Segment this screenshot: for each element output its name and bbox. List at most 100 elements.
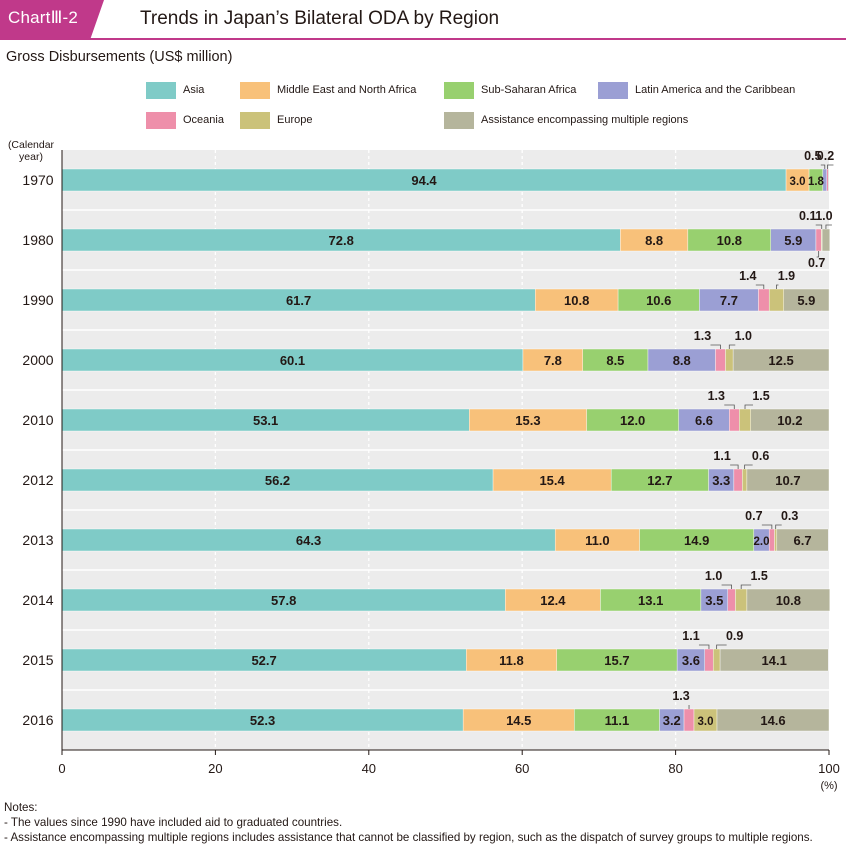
data-label: 3.5	[705, 593, 723, 608]
bar-segment	[746, 468, 830, 492]
data-label: 14.6	[760, 713, 785, 728]
legend-item: Sub-Saharan Africa	[444, 80, 576, 100]
y-tick-label: 1990	[22, 292, 53, 308]
data-label: 12.7	[647, 473, 672, 488]
data-label: 3.3	[712, 473, 730, 488]
leader-line	[816, 251, 820, 258]
data-label: 0.7	[808, 256, 825, 270]
data-label: 94.4	[411, 173, 437, 188]
leader-line	[728, 344, 736, 349]
data-label: 15.3	[515, 413, 540, 428]
data-label: 0.1	[799, 209, 816, 223]
data-label: 1.0	[735, 329, 752, 343]
data-label: 5.9	[784, 233, 802, 248]
data-label: 10.2	[777, 413, 802, 428]
leader-line	[761, 524, 773, 529]
data-label: 52.3	[250, 713, 275, 728]
legend-item: Middle East and North Africa	[240, 80, 416, 100]
data-label: 15.7	[604, 653, 629, 668]
leader-line	[710, 344, 721, 349]
data-label: 7.7	[720, 293, 738, 308]
data-label: 0.5	[804, 149, 821, 163]
data-label: 11.0	[585, 533, 610, 548]
legend-swatch	[444, 81, 474, 99]
legend-swatch	[146, 111, 176, 129]
data-label: 1.1	[713, 449, 730, 463]
data-label: 15.4	[539, 473, 565, 488]
leader-line	[776, 284, 779, 289]
data-label: 8.8	[673, 353, 691, 368]
bar-segment	[716, 708, 830, 732]
data-label: 1.3	[672, 689, 689, 703]
data-label: 12.5	[768, 353, 793, 368]
note-item-2: - Assistance encompassing multiple regio…	[4, 831, 813, 844]
data-label: 5.9	[797, 293, 815, 308]
legend-label: Europe	[277, 114, 313, 126]
data-label: 10.8	[717, 233, 742, 248]
x-tick-label: 20	[208, 761, 222, 776]
data-label: 1.1	[682, 629, 699, 643]
x-tick-label: 40	[362, 761, 376, 776]
leader-line	[721, 584, 732, 589]
legend-swatch	[146, 81, 176, 99]
bar-segment	[732, 348, 830, 372]
chart-number-tab: ChartⅢ-2	[0, 0, 118, 40]
data-label: 3.2	[663, 713, 681, 728]
x-tick-label: 100	[818, 761, 840, 776]
data-label: 10.6	[646, 293, 671, 308]
bar-segment	[729, 408, 740, 432]
legend-item: Assistance encompassing multiple regions	[444, 110, 688, 130]
data-label: 14.5	[506, 713, 531, 728]
chart-header: ChartⅢ-2 Trends in Japan’s Bilateral ODA…	[0, 0, 846, 40]
legend-swatch	[444, 111, 474, 129]
leader-line	[827, 164, 834, 169]
data-label: 3.0	[790, 176, 806, 188]
x-axis-unit: (%)	[820, 780, 837, 792]
y-axis-caption: year)	[19, 151, 43, 163]
bar-segment	[768, 528, 775, 552]
bar-segment	[725, 348, 734, 372]
bar-segment	[783, 288, 830, 312]
y-tick-label: 2013	[22, 532, 53, 548]
bar-segment	[719, 648, 829, 672]
bar-segment	[712, 648, 721, 672]
legend-swatch	[240, 111, 270, 129]
leader-line	[744, 464, 753, 469]
data-label: 12.4	[540, 593, 566, 608]
y-tick-label: 2012	[22, 472, 53, 488]
data-label: 14.1	[762, 653, 787, 668]
bar-segment	[739, 408, 751, 432]
tab-shape	[0, 0, 104, 40]
legend-label: Sub-Saharan Africa	[481, 84, 577, 96]
data-label: 1.3	[694, 329, 711, 343]
bar-segment	[826, 168, 829, 192]
leader-line	[740, 584, 752, 589]
x-tick-label: 80	[668, 761, 682, 776]
data-label: 3.0	[698, 716, 714, 728]
bar-segment	[735, 588, 748, 612]
legend-label: Oceania	[183, 114, 224, 126]
data-label: 2.0	[754, 536, 770, 548]
data-label: 1.5	[752, 389, 769, 403]
y-tick-label: 2015	[22, 652, 53, 668]
x-tick-label: 0	[58, 761, 65, 776]
y-axis-caption: (Calendar	[8, 139, 55, 151]
legend-swatch	[240, 81, 270, 99]
data-label: 56.2	[265, 473, 290, 488]
bar-chart: 1970 1980 1990 2000 2010 2012 2013 2014 2015 2016…	[8, 139, 840, 792]
data-label: 8.8	[645, 233, 663, 248]
y-tick-label: 2014	[22, 592, 53, 608]
data-label: 0.2	[817, 149, 834, 163]
x-tick-label: 60	[515, 761, 529, 776]
chart-title: Trends in Japan’s Bilateral ODA by Regio…	[140, 8, 500, 29]
leader-line	[730, 464, 739, 469]
data-label: 53.1	[253, 413, 278, 428]
data-label: 0.9	[726, 629, 743, 643]
leader-line	[825, 224, 832, 229]
bar-segment	[821, 228, 830, 252]
legend-swatch	[598, 81, 628, 99]
legend-label: Assistance encompassing multiple regions	[481, 114, 689, 126]
data-label: 10.7	[775, 473, 800, 488]
leader-line	[698, 644, 710, 649]
chart-subtitle: Gross Disbursements (US$ million)	[6, 49, 233, 65]
